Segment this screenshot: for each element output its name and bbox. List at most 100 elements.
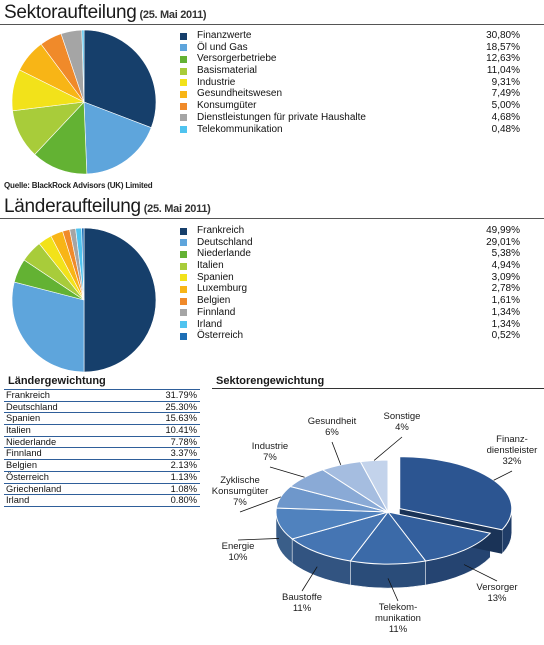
legend-label: Basismaterial: [197, 65, 258, 77]
pie3d-label-zyklische-konsumgueter: Zyklische Konsumgüter 7%: [212, 475, 269, 508]
table-cell-country: Niederlande: [6, 436, 57, 447]
legend-value: 0,48%: [491, 123, 520, 135]
legend-label: Gesundheitswesen: [197, 88, 283, 100]
legend-label: Italien: [197, 260, 224, 272]
table-row: Österreich 1.13%: [4, 472, 200, 484]
legend-value: 11,04%: [486, 65, 520, 77]
legend-label: Versorgerbetriebe: [197, 53, 277, 65]
pie3d-label-industrie: Industrie 7%: [252, 441, 288, 463]
pie3d-label-versorger: Versorger 13%: [476, 582, 517, 604]
country-section-title: Länderaufteilung (25. Mai 2011): [4, 196, 211, 218]
legend-value: 5,38%: [491, 248, 520, 260]
country-section-date: (25. Mai 2011): [143, 203, 211, 215]
legend-item: Gesundheitswesen 7,49%: [180, 88, 520, 100]
legend-swatch: [180, 309, 187, 317]
legend-swatch: [180, 262, 187, 270]
country-legend: Frankreich 49,99% Deutschland 29,01% Niederl…: [180, 225, 520, 342]
legend-value: 5,00%: [491, 100, 520, 112]
table-row: Frankreich 31.79%: [4, 390, 200, 402]
legend-swatch: [180, 332, 187, 340]
pie-slice-versorgerbetriebe: [34, 101, 88, 175]
sector-weight-rule: [212, 388, 544, 389]
sector-section-title: Sektoraufteilung (25. Mai 2011): [4, 2, 207, 24]
legend-value: 18,57%: [486, 41, 520, 53]
pie3d-leader-line: [463, 564, 498, 582]
legend-item: Versorgerbetriebe 12,63%: [180, 53, 520, 65]
legend-label: Finanzwerte: [197, 30, 252, 41]
legend-item: Italien 4,94%: [180, 260, 520, 272]
pie-slice-oel-und-gas: [83, 101, 152, 175]
pie3d-label-telekom-munikation: Telekom-munikation 11%: [375, 602, 421, 635]
pie3d-slice-versorger: [386, 511, 492, 562]
country-section-rule: [0, 218, 544, 219]
legend-value: 0,52%: [491, 330, 520, 342]
legend-value: 1,61%: [491, 295, 520, 307]
legend-swatch: [180, 79, 187, 87]
sector-section-rule: [0, 24, 544, 25]
pie3d-slice-sonstige: [359, 459, 389, 513]
legend-item: Dienstleistungen für private Haushalte 4,…: [180, 112, 520, 124]
legend-value: 3,09%: [491, 271, 520, 283]
legend-item: Basismaterial 11,04%: [180, 65, 520, 77]
pie3d-label-finanz-dienstleister: Finanz-dienstleister 32%: [487, 434, 538, 467]
source-note: Quelle: BlackRock Advisors (UK) Limited: [4, 181, 153, 190]
pie3d-leader-line: [373, 436, 403, 461]
legend-swatch: [180, 90, 187, 98]
legend-value: 7,49%: [491, 88, 520, 100]
table-cell-value: 15.63%: [165, 413, 197, 424]
pie3d-leader-line: [239, 496, 281, 513]
legend-swatch: [180, 297, 187, 305]
sector-weight-title: Sektorengewichtung: [216, 375, 325, 387]
legend-swatch: [180, 285, 187, 293]
legend-label: Telekommunikation: [197, 123, 283, 135]
legend-swatch: [180, 32, 187, 40]
pie3d-leader-line: [493, 470, 513, 481]
legend-value: 12,63%: [486, 53, 520, 65]
legend-value: 2,78%: [491, 283, 520, 295]
legend-item: Finanzwerte 30,80%: [180, 30, 520, 42]
legend-item: Konsumgüter 5,00%: [180, 100, 520, 112]
pie3d-leader-line: [387, 578, 399, 602]
pie3d-group: [275, 456, 513, 589]
legend-item: Frankreich 49,99%: [180, 225, 520, 237]
legend-label: Österreich: [197, 330, 244, 342]
legend-swatch: [180, 274, 187, 282]
legend-swatch: [180, 126, 187, 133]
legend-label: Konsumgüter: [197, 100, 257, 112]
legend-item: Telekommunikation 0,48%: [180, 124, 520, 136]
table-cell-value: 2.13%: [170, 460, 197, 471]
legend-label: Frankreich: [197, 225, 245, 236]
pie3d-slice-telekom-munikation: [349, 511, 427, 565]
pie3d-leader-line: [301, 566, 318, 592]
country-weight-table: Frankreich 31.79% Deutschland 25.30% Spanien…: [4, 389, 200, 507]
table-cell-value: 3.37%: [170, 448, 197, 459]
legend-label: Belgien: [197, 295, 231, 307]
legend-value: 1,34%: [491, 306, 520, 318]
pie3d-slice-finanz-dienstleister: [399, 456, 513, 531]
table-cell-value: 10.41%: [165, 425, 197, 436]
table-row: Deutschland 25.30%: [4, 402, 200, 414]
legend-swatch: [180, 67, 187, 75]
table-row: Irland 0.80%: [4, 495, 200, 507]
legend-value: 4,94%: [491, 260, 520, 272]
pie-slice-frankreich: [83, 227, 157, 373]
pie3d-label-baustoffe: Baustoffe 11%: [282, 592, 322, 614]
legend-item: Irland 1,34%: [180, 319, 520, 331]
table-cell-value: 25.30%: [165, 401, 197, 412]
table-row: Belgien 2.13%: [4, 460, 200, 472]
table-cell-value: 1.08%: [170, 483, 197, 494]
legend-label: Dienstleistungen für private Haushalte: [197, 111, 366, 123]
legend-swatch: [180, 114, 187, 122]
legend-item: Niederlande 5,38%: [180, 248, 520, 260]
legend-swatch: [180, 239, 187, 247]
table-cell-country: Deutschland: [6, 401, 58, 412]
legend-value: 1,34%: [491, 318, 520, 330]
pie3d-leader-line: [331, 441, 342, 465]
table-cell-value: 1.13%: [170, 471, 197, 482]
sector-section-date: (25. Mai 2011): [139, 9, 207, 21]
table-cell-country: Griechenland: [6, 483, 62, 494]
table-row: Niederlande 7.78%: [4, 437, 200, 449]
table-cell-country: Belgien: [6, 460, 38, 471]
pie-slice-oesterreich: [81, 227, 85, 301]
